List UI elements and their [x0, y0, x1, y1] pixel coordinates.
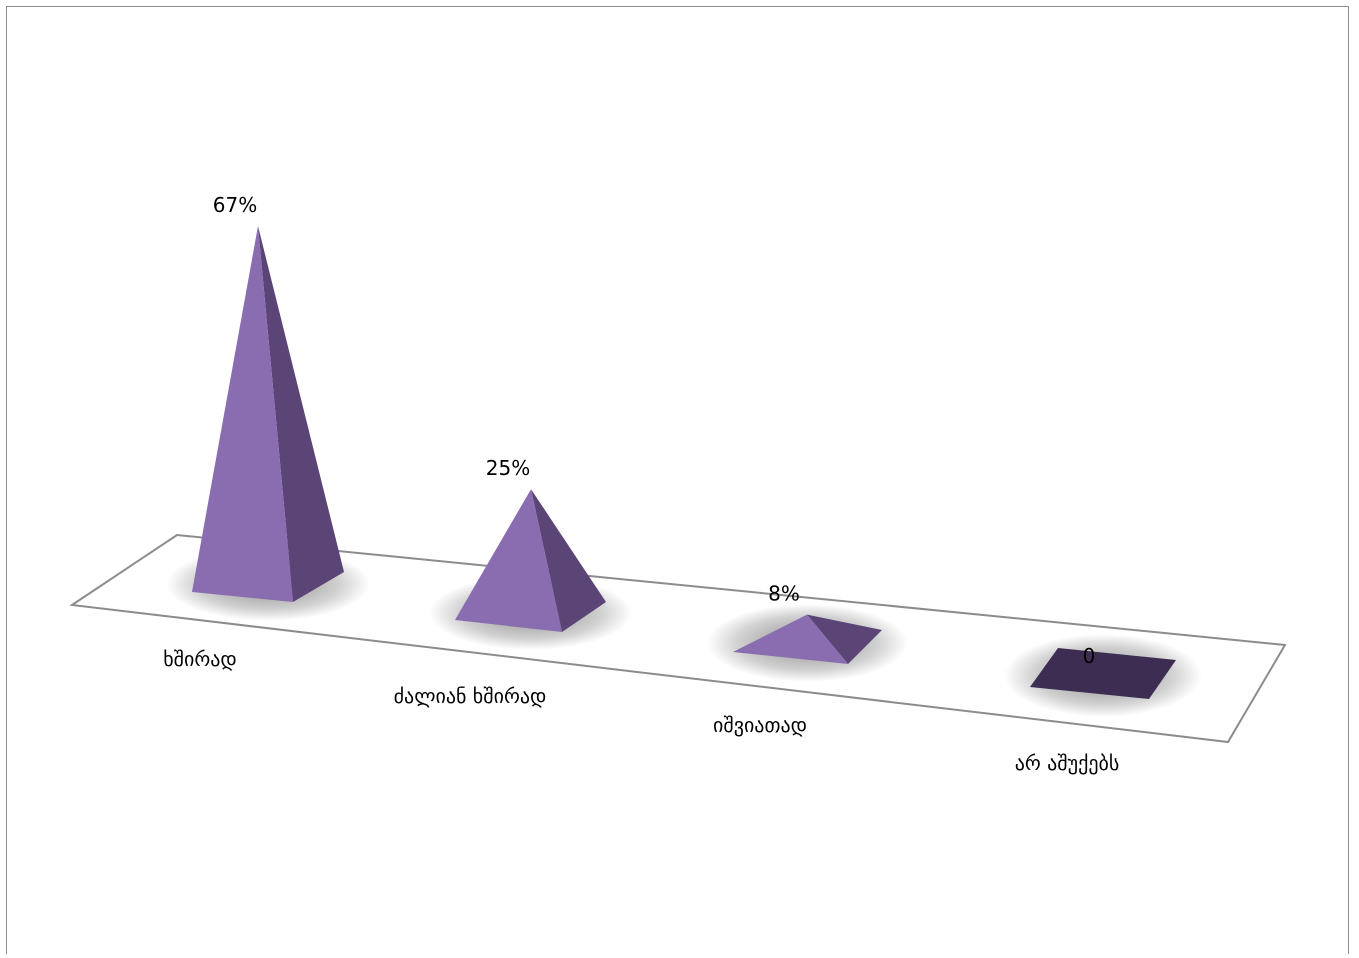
category-label: არ აშუქებს [1015, 751, 1120, 775]
data-label: 0 [1083, 644, 1096, 668]
category-label: ძალიან ხშირად [394, 684, 547, 708]
data-label: 8% [768, 582, 800, 606]
pyramid-base-zero [1030, 648, 1176, 699]
category-label: იშვიათად [713, 713, 807, 737]
category-label: ხშირად [163, 647, 237, 671]
pyramid-front-face [733, 614, 848, 664]
pyramid-side-face [807, 614, 882, 664]
pyramid-front-face [192, 226, 293, 602]
pyramid-side-face [258, 226, 344, 602]
pyramid-front-face [455, 489, 562, 632]
data-label: 25% [486, 456, 530, 480]
pyramid-side-face [531, 489, 606, 632]
data-label: 67% [213, 193, 257, 217]
chart-floor [69, 533, 1287, 744]
